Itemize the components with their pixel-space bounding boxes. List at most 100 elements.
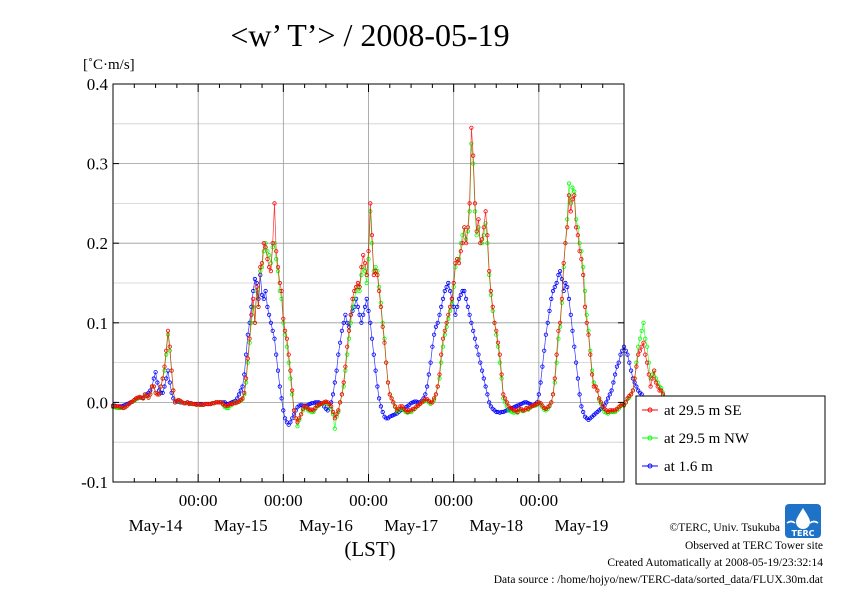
data-point xyxy=(261,296,266,301)
data-point xyxy=(428,400,433,405)
terc-logo-text: TERC xyxy=(792,529,815,538)
data-point xyxy=(242,390,247,395)
data-point xyxy=(474,233,479,238)
data-point xyxy=(657,388,662,393)
data-point xyxy=(171,388,176,393)
data-point xyxy=(274,256,279,262)
x-axis-ticks: 00:00 00:00 00:00 00:00 00:00 May-14 May-15 May… xyxy=(112,84,625,535)
data-point xyxy=(573,360,579,365)
data-point xyxy=(612,372,618,377)
data-point xyxy=(357,288,362,294)
data-point xyxy=(463,296,469,301)
data-point xyxy=(581,272,586,278)
data-point xyxy=(557,320,563,325)
data-point xyxy=(487,268,492,274)
data-point xyxy=(481,225,486,230)
series-1 xyxy=(110,125,678,449)
data-point xyxy=(595,388,600,393)
data-point xyxy=(244,352,249,357)
data-point xyxy=(451,280,456,286)
data-point xyxy=(286,360,291,365)
legend-label: at 29.5 m NW xyxy=(664,431,750,447)
data-point xyxy=(557,268,563,274)
data-point xyxy=(151,384,156,389)
data-point xyxy=(591,384,596,389)
data-point xyxy=(410,406,415,411)
data-point xyxy=(573,225,579,230)
data-point xyxy=(164,348,169,353)
data-point xyxy=(295,420,300,425)
x-date-label: May-17 xyxy=(384,516,438,535)
data-point xyxy=(628,368,634,373)
data-point xyxy=(472,336,478,341)
terc-logo-drop xyxy=(796,508,810,529)
series-line xyxy=(113,143,676,439)
data-point xyxy=(559,276,565,282)
data-point xyxy=(442,332,447,337)
data-point xyxy=(568,312,573,317)
data-point xyxy=(382,340,387,345)
data-point xyxy=(469,320,474,325)
data-point xyxy=(274,352,279,357)
data-point xyxy=(565,225,570,230)
data-point xyxy=(279,288,284,294)
data-point xyxy=(387,392,392,397)
y-tick-label: 0.3 xyxy=(87,155,108,174)
data-point xyxy=(643,336,648,341)
data-point xyxy=(471,328,476,333)
copyright-text: ©TERC, Univ. Tsukuba xyxy=(670,522,780,534)
data-point xyxy=(364,272,369,278)
data-point xyxy=(265,304,270,309)
series-2 xyxy=(110,141,678,441)
data-point xyxy=(275,264,281,270)
data-point xyxy=(462,288,467,294)
data-point xyxy=(364,280,369,286)
data-point xyxy=(485,233,490,238)
data-point xyxy=(236,392,242,397)
legend-marker xyxy=(647,407,653,413)
data-point xyxy=(492,320,497,325)
data-point xyxy=(366,308,371,313)
data-point xyxy=(453,312,458,317)
data-point xyxy=(266,264,272,270)
data-point xyxy=(646,372,651,377)
data-point xyxy=(155,380,160,385)
data-point xyxy=(169,368,174,373)
data-point xyxy=(160,390,165,395)
data-point xyxy=(155,392,160,397)
data-point xyxy=(334,368,339,373)
data-point xyxy=(355,304,360,309)
data-point xyxy=(258,264,263,270)
data-point xyxy=(350,304,355,309)
data-point xyxy=(637,336,643,341)
data-point xyxy=(442,328,447,333)
data-point xyxy=(483,384,488,389)
data-point xyxy=(378,304,383,309)
data-point xyxy=(235,396,240,401)
data-point xyxy=(474,344,479,349)
data-point xyxy=(582,304,588,309)
data-point xyxy=(472,209,478,214)
data-point xyxy=(300,406,305,411)
data-point xyxy=(476,217,481,222)
data-point xyxy=(458,292,463,297)
data-point xyxy=(577,392,582,397)
data-point xyxy=(378,404,383,409)
data-point xyxy=(616,360,621,365)
observed-text: Observed at TERC Tower site xyxy=(685,540,823,552)
data-point xyxy=(460,233,465,238)
data-point xyxy=(330,409,336,415)
data-point xyxy=(556,328,561,333)
data-point xyxy=(456,296,462,301)
data-point xyxy=(485,392,490,397)
data-point xyxy=(561,260,566,266)
data-point xyxy=(565,217,570,222)
data-point xyxy=(286,352,291,357)
data-point xyxy=(488,288,493,294)
data-point xyxy=(265,256,270,262)
legend-item: at 29.5 m SE xyxy=(642,403,742,419)
data-point xyxy=(481,376,486,381)
data-point xyxy=(346,336,352,341)
data-source-text: Data source : /home/hojyo/new/TERC-data/… xyxy=(494,574,824,586)
